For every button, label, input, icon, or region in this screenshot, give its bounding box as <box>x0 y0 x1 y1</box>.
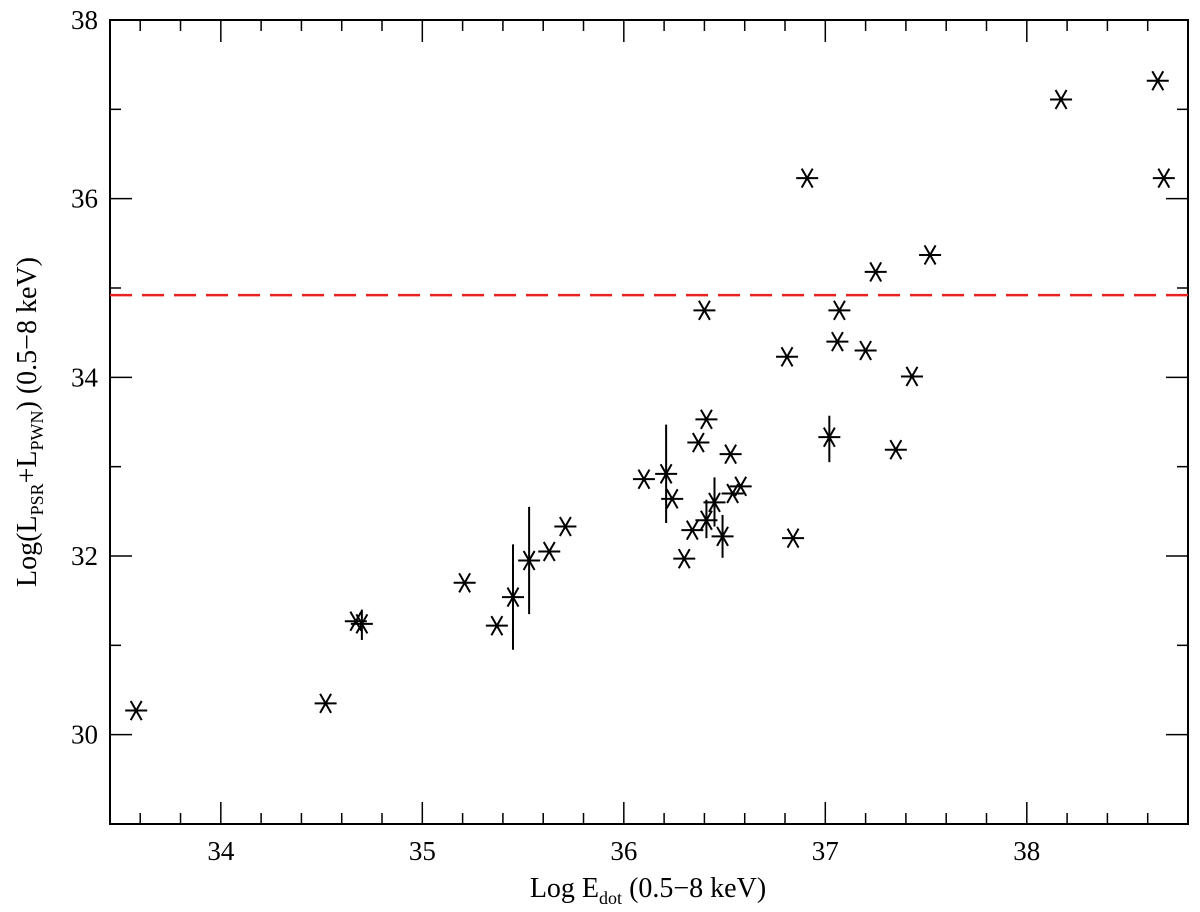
data-point <box>695 409 718 430</box>
x-axis-label: Log Edot (0.5−8 keV) <box>530 873 766 908</box>
data-point <box>538 541 561 562</box>
data-point <box>1146 70 1169 91</box>
data-point <box>711 526 734 547</box>
data-point <box>864 261 887 282</box>
data-point <box>681 520 704 541</box>
axis-ticks: 34 35 36 37 38 30 32 34 36 38 <box>71 5 1189 866</box>
x-tick-label: 38 <box>1013 836 1040 866</box>
x-tick-label: 35 <box>409 836 436 866</box>
y-tick-label: 36 <box>71 184 98 214</box>
data-point <box>703 492 726 513</box>
data-point <box>826 331 849 352</box>
data-point <box>693 300 716 321</box>
data-point <box>501 587 524 608</box>
data-point <box>1050 89 1073 110</box>
x-tick-label: 34 <box>207 836 235 866</box>
data-point <box>854 340 877 361</box>
data-point <box>729 476 752 497</box>
data-point <box>782 528 805 549</box>
data-point <box>673 548 696 569</box>
data-points <box>125 70 1175 721</box>
data-point <box>776 346 799 367</box>
data-point <box>884 439 907 460</box>
error-bars <box>360 415 831 650</box>
data-point <box>687 432 710 453</box>
data-point <box>554 516 577 537</box>
data-point <box>919 244 942 265</box>
data-point <box>1152 168 1175 189</box>
y-tick-label: 30 <box>71 720 98 750</box>
plot-frame <box>109 19 1189 825</box>
y-tick-label: 38 <box>71 5 98 35</box>
data-point <box>719 444 742 465</box>
data-point <box>796 168 819 189</box>
data-point <box>518 550 541 571</box>
x-tick-label: 37 <box>812 836 839 866</box>
data-point <box>350 613 373 634</box>
data-point <box>485 615 508 636</box>
y-axis-label: Log(LPSR+LPWN) (0.5−8 keV) <box>12 257 47 587</box>
data-point <box>695 510 718 531</box>
data-point <box>900 366 923 387</box>
data-point <box>818 427 841 448</box>
data-point <box>632 469 655 490</box>
x-tick-label: 36 <box>610 836 637 866</box>
data-point <box>125 700 148 721</box>
data-point <box>453 572 476 593</box>
data-point <box>314 693 337 714</box>
data-point <box>661 488 684 509</box>
data-point <box>655 463 678 484</box>
y-tick-label: 34 <box>71 362 99 392</box>
y-tick-label: 32 <box>71 541 98 571</box>
data-point <box>828 300 851 321</box>
